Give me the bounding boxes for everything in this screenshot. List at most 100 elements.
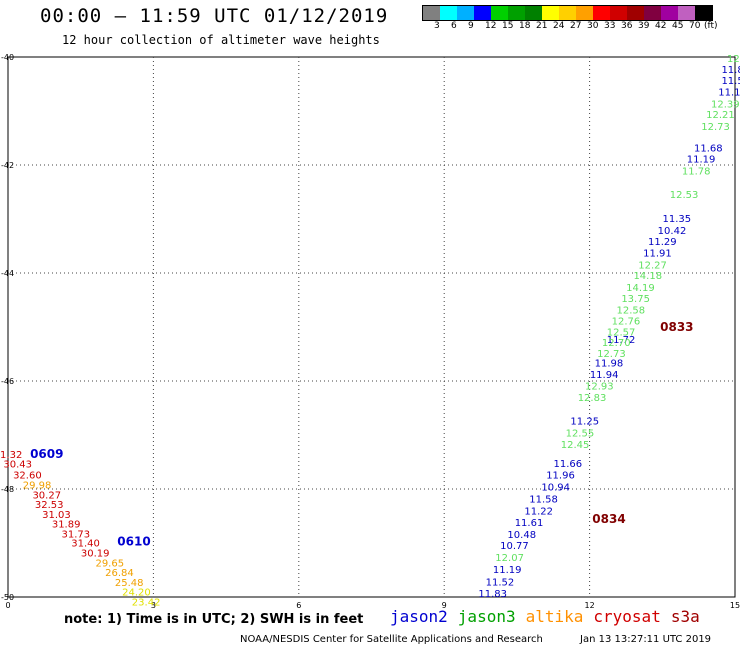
satellite-legend: jason2 jason3 altika cryosat s3a <box>390 607 700 626</box>
color-scale-label: 27 <box>570 21 582 31</box>
color-swatch <box>661 6 678 20</box>
color-scale-label: 45 <box>672 21 684 31</box>
data-point-jason2: 11.68 <box>694 144 723 155</box>
data-point-jason3: 12.70 <box>602 338 631 349</box>
data-point-jason2: 11.25 <box>570 416 599 427</box>
footer-timestamp: Jan 13 13:27:11 UTC 2019 <box>580 634 712 645</box>
data-point-jason2: 11.22 <box>524 507 553 518</box>
y-tick-label: -50 <box>1 593 14 602</box>
data-point-cryosat: 30.19 <box>81 549 110 560</box>
data-point-jason2: 11.58 <box>529 495 558 506</box>
color-swatch <box>644 6 661 20</box>
x-tick-label: 12 <box>585 601 595 610</box>
color-swatch <box>491 6 508 20</box>
data-point-altika: 29.65 <box>95 558 124 569</box>
data-point-jason2: 11.12 <box>718 88 740 99</box>
color-scale-label: 24 <box>553 21 565 31</box>
color-scale-bar <box>422 5 713 21</box>
color-scale-label: 9 <box>468 21 474 31</box>
data-point-jason3: 12.73 <box>701 122 730 133</box>
data-point-altika: 25.48 <box>115 578 144 589</box>
color-scale-label: 3 <box>434 21 440 31</box>
page-title: 00:00 – 11:59 UTC 01/12/2019 <box>40 5 389 27</box>
data-point-jason3: 12.83 <box>578 393 607 404</box>
data-point-jason2: 11.98 <box>595 359 624 370</box>
data-point-jason2: 11.35 <box>663 214 692 225</box>
color-scale-label: 36 <box>621 21 633 31</box>
data-point-jason3: 12.53 <box>670 190 699 201</box>
color-scale-label: 33 <box>604 21 616 31</box>
plot-frame <box>7 56 736 598</box>
data-point-jason2: 11.61 <box>515 518 544 529</box>
data-point-jason3: 11.78 <box>682 166 711 177</box>
color-scale-labels: 3 6 9 12 15 18 21 24 27 30 33 36 39 42 45 70 (ft) <box>422 21 740 33</box>
data-point-cryosat: 30.43 <box>3 460 32 471</box>
pass-label: 0610 <box>117 534 150 548</box>
color-swatch <box>695 6 712 20</box>
footer-credit: NOAA/NESDIS Center for Satellite Applica… <box>240 634 543 645</box>
data-point-jason3: 14.19 <box>626 283 655 294</box>
x-tick-label: 15 <box>730 601 740 610</box>
color-swatch <box>627 6 644 20</box>
data-point-jason3: 12.45 <box>561 440 590 451</box>
data-point-jason3: 14.18 <box>633 271 662 282</box>
x-tick-label: 3 <box>151 601 156 610</box>
data-point-jason3: 12. <box>727 54 740 65</box>
data-point-cryosat: 32.60 <box>13 470 42 481</box>
data-point-jason2: 10.42 <box>658 226 687 237</box>
color-swatch <box>576 6 593 20</box>
data-point-jason3: 12.76 <box>612 317 641 328</box>
color-swatch <box>610 6 627 20</box>
data-point-jason3: 12.39 <box>711 99 740 110</box>
color-swatch <box>542 6 559 20</box>
color-swatch <box>525 6 542 20</box>
data-point-cryosat: 31.32 <box>0 450 22 461</box>
data-point-jason2: 11.52 <box>486 577 515 588</box>
legend-entry-s3a: s3a <box>670 607 700 626</box>
pass-label: 0834 <box>592 512 625 526</box>
y-tick-label: -46 <box>1 377 14 386</box>
y-tick-label: -40 <box>1 53 14 62</box>
color-scale-label: 39 <box>638 21 650 31</box>
data-point-jason3: 12.21 <box>706 110 735 121</box>
color-scale-label: 15 <box>502 21 514 31</box>
data-point-cryosat: 32.53 <box>35 500 64 511</box>
data-point-jason3: 12.73 <box>597 349 626 360</box>
color-scale-label: 42 <box>655 21 667 31</box>
color-scale-label: 21 <box>536 21 548 31</box>
data-point-jason3: 12.55 <box>566 428 595 439</box>
data-point-cryosat: 31.89 <box>52 520 81 531</box>
data-point-jason2: 11.19 <box>687 155 716 166</box>
color-swatch <box>593 6 610 20</box>
data-point-jason2: 11.19 <box>493 565 522 576</box>
data-point-jason3: 12.27 <box>638 260 667 271</box>
y-tick-label: -48 <box>1 485 14 494</box>
data-point-cryosat: 31.73 <box>62 529 91 540</box>
data-point-jason2: 10.48 <box>507 530 536 541</box>
data-point-cryosat: 31.40 <box>71 538 100 549</box>
data-point-cryosat: 31.03 <box>42 510 71 521</box>
y-tick-label: -44 <box>1 269 14 278</box>
color-scale-label: 6 <box>451 21 457 31</box>
data-point-jason2: 11.94 <box>590 370 619 381</box>
color-swatch <box>508 6 525 20</box>
data-point-jason3: 12.07 <box>495 553 524 564</box>
data-point-jason2: 10.94 <box>541 482 570 493</box>
color-swatch <box>440 6 457 20</box>
legend-entry-cryosat: cryosat <box>593 607 661 626</box>
color-scale-unit: (ft) <box>704 21 718 31</box>
data-point-jason2: 11.8 <box>721 65 740 76</box>
legend-entry-jason3: jason3 <box>457 607 516 626</box>
color-swatch <box>423 6 440 20</box>
legend-entry-altika: altika <box>525 607 584 626</box>
data-point-jason3: 12.58 <box>616 306 645 317</box>
data-point-jason3: 12.57 <box>607 327 636 338</box>
data-point-altika-yellow: 23.42 <box>132 597 161 608</box>
x-tick-label: 0 <box>5 601 10 610</box>
data-point-cryosat: 30.27 <box>32 490 61 501</box>
data-point-jason2: 11.91 <box>643 248 672 259</box>
data-point-altika-yellow: 24.20 <box>122 588 151 599</box>
data-point-altika: 29.98 <box>23 481 52 492</box>
data-point-jason2: 11.72 <box>607 335 636 346</box>
